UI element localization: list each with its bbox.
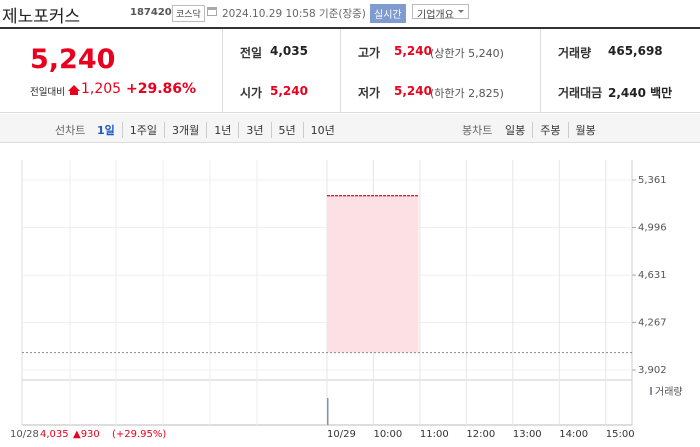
- stat-value: 4,035: [270, 44, 308, 58]
- chart-tab[interactable]: 3년: [238, 122, 270, 138]
- change-rate: +29.86%: [126, 81, 197, 97]
- stock-code: 187420: [130, 7, 172, 18]
- realtime-button[interactable]: 실시간: [370, 4, 406, 23]
- line-chart-label: 선차트: [55, 124, 86, 137]
- price-area: [327, 195, 419, 353]
- stat-value: 5,240: [394, 44, 432, 58]
- prev-change: ▲930: [73, 429, 100, 440]
- stat-label: 거래량: [558, 46, 592, 60]
- stat-value: 465,698: [608, 44, 663, 58]
- candle-tabs: 일봉 주봉 월봉: [498, 122, 603, 138]
- stat-sub: (하한가 2,825): [430, 87, 504, 100]
- chart-tab[interactable]: 월봉: [567, 122, 603, 138]
- dropdown-arrow: [457, 10, 464, 16]
- chart-tab[interactable]: 주봉: [532, 122, 567, 138]
- chart-tab[interactable]: 5년: [270, 122, 303, 138]
- market-badge: 코스닥: [172, 5, 205, 22]
- prev-date: 10/28: [10, 429, 39, 440]
- chart-tab[interactable]: 1일: [97, 124, 115, 137]
- company-info-text[interactable]: 기업개요: [417, 10, 454, 21]
- up-arrow: [68, 85, 80, 91]
- stat-label: 저가: [358, 86, 381, 100]
- volume-bar: [327, 398, 329, 425]
- chart-tab[interactable]: 3개월: [164, 122, 206, 138]
- y-tick-label: 3,902: [638, 365, 667, 376]
- company-info-button[interactable]: 기업개요: [412, 4, 469, 21]
- stat-label: 시가: [240, 86, 263, 100]
- stock-name: 제노포커스: [2, 7, 81, 27]
- calendar-icon: [207, 7, 217, 16]
- x-tick-label: 14:00: [559, 429, 588, 440]
- chart-tab[interactable]: 일봉: [505, 124, 526, 137]
- current-price: 5,240: [30, 44, 116, 75]
- prev-close: 4,035: [40, 429, 69, 440]
- candle-chart-label: 봉차트: [462, 124, 493, 137]
- x-tick-label: 10/29: [327, 429, 356, 440]
- up-arrow-stem: [70, 91, 78, 95]
- stat-value: 5,240: [270, 84, 308, 98]
- x-tick-label: 13:00: [513, 429, 542, 440]
- x-tick-label: 10:00: [373, 429, 402, 440]
- chart-tab[interactable]: 10년: [302, 122, 342, 138]
- chart-tab[interactable]: 1년: [206, 122, 238, 138]
- datetime: 2024.10.29 10:58 기준(장중): [222, 8, 366, 20]
- change-label: 전일대비: [30, 87, 65, 98]
- price-panel: 5,240 전일대비 1,205 +29.86%: [0, 29, 223, 113]
- quote-box: 5,240 전일대비 1,205 +29.86% 전일 4,035 고가 5,240(…: [0, 27, 700, 113]
- stat-sub: (상한가 5,240): [430, 47, 504, 60]
- y-tick-label: 5,361: [638, 175, 667, 186]
- column-divider: [340, 29, 341, 113]
- column-divider: [540, 29, 541, 113]
- prev-rate: (+29.95%): [112, 429, 166, 440]
- x-tick-label: 12:00: [466, 429, 495, 440]
- volume-legend-swatch: [650, 387, 652, 395]
- volume-legend: 거래량: [655, 386, 683, 398]
- chart-tab[interactable]: 1주일: [121, 122, 164, 138]
- price-chart: 10/28 4,035 ▲930 (+29.95%) 거래량 5,361 4,99…: [10, 160, 683, 440]
- y-tick-label: 4,631: [638, 270, 667, 281]
- y-tick-label: 4,996: [638, 223, 667, 234]
- stat-label: 거래대금: [558, 86, 603, 100]
- stat-value: 2,440 백만: [608, 86, 673, 100]
- stat-label: 전일: [240, 46, 263, 60]
- stat-label: 고가: [358, 46, 381, 60]
- change-value: 1,205: [81, 81, 122, 97]
- stat-value: 5,240: [394, 84, 432, 98]
- chart-tabs: 선차트 1일 1주일 3개월 1년 3년 5년 10년 봉차트 일봉 주봉 월봉: [0, 114, 700, 143]
- x-tick-label: 15:00: [606, 429, 635, 440]
- line-tabs: 1일 1주일 3개월 1년 3년 5년 10년: [90, 122, 342, 138]
- x-tick-label: 11:00: [420, 429, 449, 440]
- y-tick-label: 4,267: [638, 317, 667, 328]
